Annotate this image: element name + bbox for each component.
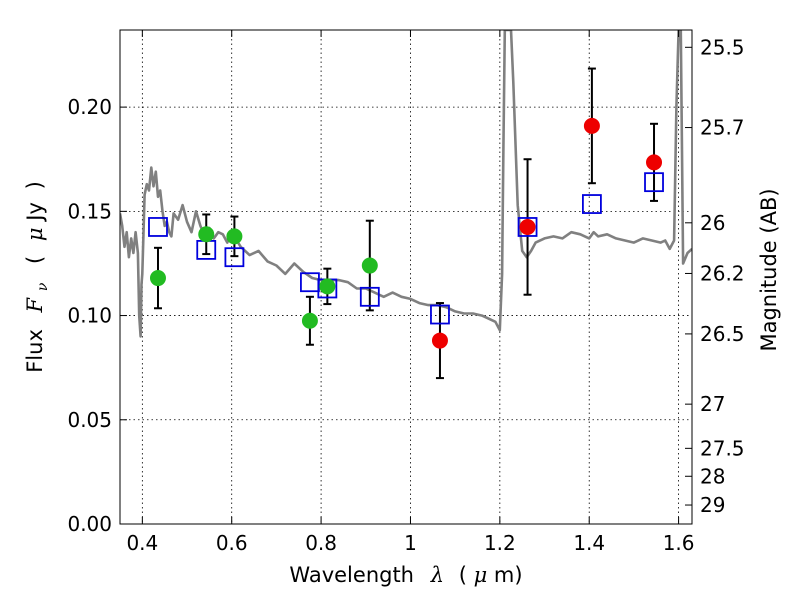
measured-point (319, 278, 336, 295)
points-layer (148, 67, 664, 380)
x-axis-label-unit-open: ( (459, 563, 467, 587)
y-tick-label: 0.00 (67, 512, 112, 536)
y-axis-label-prefix: Flux (23, 329, 47, 373)
y2-tick-label: 25.5 (700, 35, 745, 59)
measured-point (646, 154, 663, 171)
model-square-marker (359, 286, 380, 307)
y-axis-label-unit-rest: Jy (23, 202, 47, 223)
y-tick-label: 0.10 (67, 304, 112, 328)
model-square-marker (224, 247, 245, 268)
measured-point (301, 312, 318, 329)
x-tick-label: 0.4 (126, 531, 158, 555)
x-axis-label-unit-mu: μ (474, 563, 488, 587)
spectrum-line (120, 30, 692, 338)
y2-tick-label: 28 (700, 464, 725, 488)
y-tick-label: 0.05 (67, 408, 112, 432)
model-square-marker (644, 172, 664, 193)
y2-tick-label: 27 (700, 392, 725, 416)
measured-point (361, 257, 378, 274)
y-axis-label-symbol: F (23, 296, 47, 313)
y-axis-label: Flux F ν ( μ Jy ) (23, 181, 52, 373)
spectrum-layer (120, 30, 692, 338)
x-axis-label: Wavelength λ ( μ m) (289, 563, 522, 587)
x-axis-label-prefix: Wavelength (289, 563, 414, 587)
measured-point (431, 332, 448, 349)
x-tick-label: 0.6 (216, 531, 248, 555)
model-square-marker (148, 217, 168, 237)
y2-tick-label: 26.5 (700, 322, 745, 346)
measured-point (583, 117, 600, 134)
y-axis-label-subscript: ν (35, 282, 51, 291)
measured-point (226, 228, 243, 245)
x-axis-label-unit-rest: m) (494, 563, 523, 587)
y2-axis-label: Magnitude (AB) (757, 188, 781, 351)
y-axis-label-unit-open: ( (23, 256, 47, 264)
x-axis-label-symbol: λ (430, 563, 444, 587)
y2-tick-label: 27.5 (700, 436, 745, 460)
model-square-marker (430, 304, 450, 325)
y-tick-label: 0.20 (67, 95, 112, 119)
x-tick-label: 0.8 (305, 531, 337, 555)
y2-tick-label: 26.2 (700, 261, 745, 285)
x-tick-label: 1.6 (663, 531, 695, 555)
y-axis-label-unit-close: ) (23, 181, 47, 189)
axis-ticks: 0.4 0.6 0.8 1 1.2 1.4 1.6 0.00 0.05 0.10 0.15 0.20 2… (67, 30, 745, 555)
measured-point (149, 270, 166, 287)
x-tick-label: 1.2 (484, 531, 516, 555)
y-tick-label: 0.15 (67, 199, 112, 223)
model-square-marker (517, 217, 538, 237)
plot-frame (119, 29, 693, 525)
y2-tick-label: 26 (700, 211, 725, 235)
x-tick-label: 1 (404, 531, 417, 555)
y2-tick-label: 25.7 (700, 116, 745, 140)
measured-point (519, 218, 536, 235)
measured-point (198, 226, 215, 243)
x-tick-label: 1.4 (573, 531, 605, 555)
y-axis-label-unit-mu: μ (23, 227, 47, 241)
model-square-marker (582, 194, 602, 214)
y2-tick-label: 29 (700, 493, 725, 517)
grid-lines (120, 30, 692, 524)
